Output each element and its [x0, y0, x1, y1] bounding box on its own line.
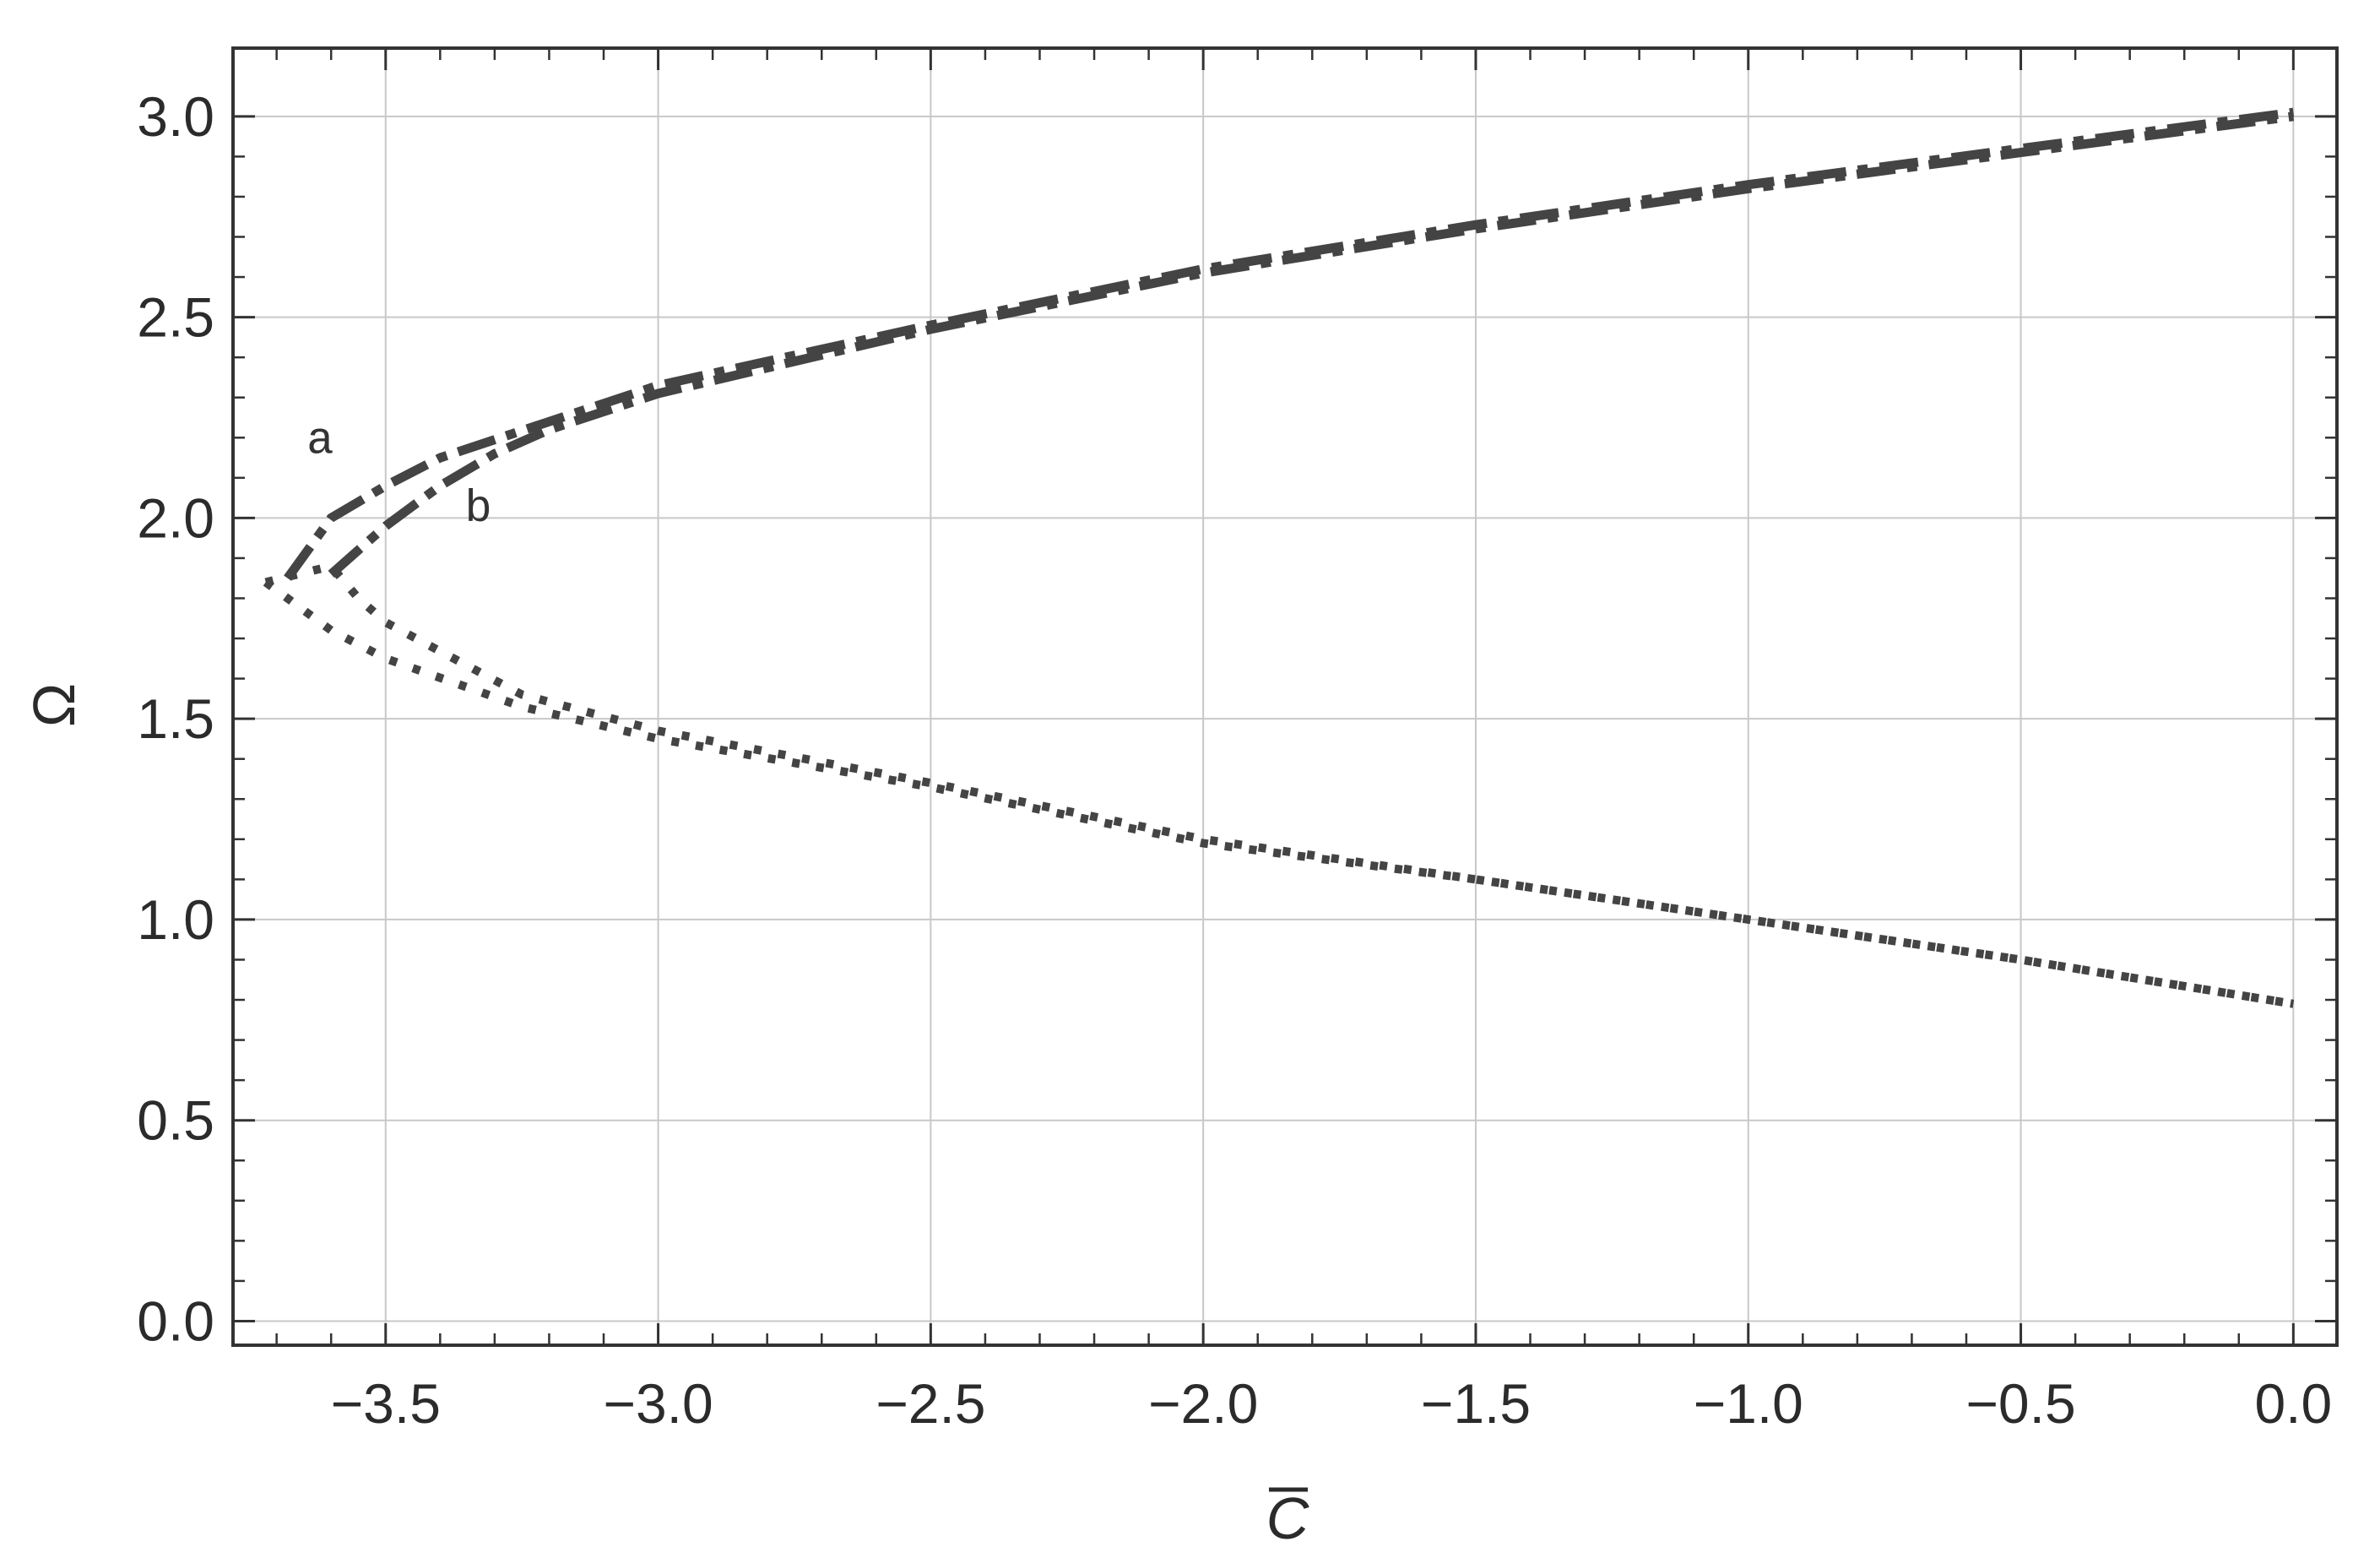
series-group: [263, 107, 2295, 1008]
y-tick-label: 1.0: [137, 888, 214, 951]
curve-annotation-a: a: [306, 415, 333, 467]
series-line-4-dotted: [264, 562, 2295, 1008]
y-tick-label: 0.5: [137, 1089, 214, 1152]
y-axis-label: Ω: [21, 683, 87, 727]
y-tick-label: 2.0: [137, 486, 214, 549]
x-axis-label-group: C: [1266, 1485, 1309, 1551]
curve-annotation-b: b: [464, 484, 491, 535]
y-tick-label: 1.5: [137, 687, 214, 750]
y-tick-labels: 0.0 0.5 1.0 1.5 2.0 2.5 3.0: [137, 85, 214, 1353]
y-tick-label: 2.5: [137, 286, 214, 349]
y-tick-label: 0.0: [137, 1289, 214, 1352]
x-tick-label: −1.0: [1694, 1372, 1803, 1435]
x-tick-label: −0.5: [1965, 1372, 2075, 1435]
ticks: [233, 48, 2337, 1345]
x-axis-label: C: [1266, 1485, 1309, 1551]
x-tick-label: −3.0: [603, 1372, 713, 1435]
x-tick-label: 0.0: [2254, 1372, 2332, 1435]
plot-frame: [231, 46, 2339, 1347]
x-tick-labels: −3.5 −3.0 −2.5 −2.0 −1.5 −1.0 −0.5 0.0: [331, 1372, 2333, 1435]
y-tick-label: 3.0: [137, 85, 214, 148]
annotations: ab: [306, 415, 492, 535]
x-tick-label: −1.5: [1421, 1372, 1531, 1435]
x-tick-label: −2.5: [876, 1372, 985, 1435]
x-tick-label: −2.0: [1148, 1372, 1258, 1435]
series-line-2-dashdot: [328, 111, 2295, 578]
x-tick-label: −3.5: [331, 1372, 441, 1435]
